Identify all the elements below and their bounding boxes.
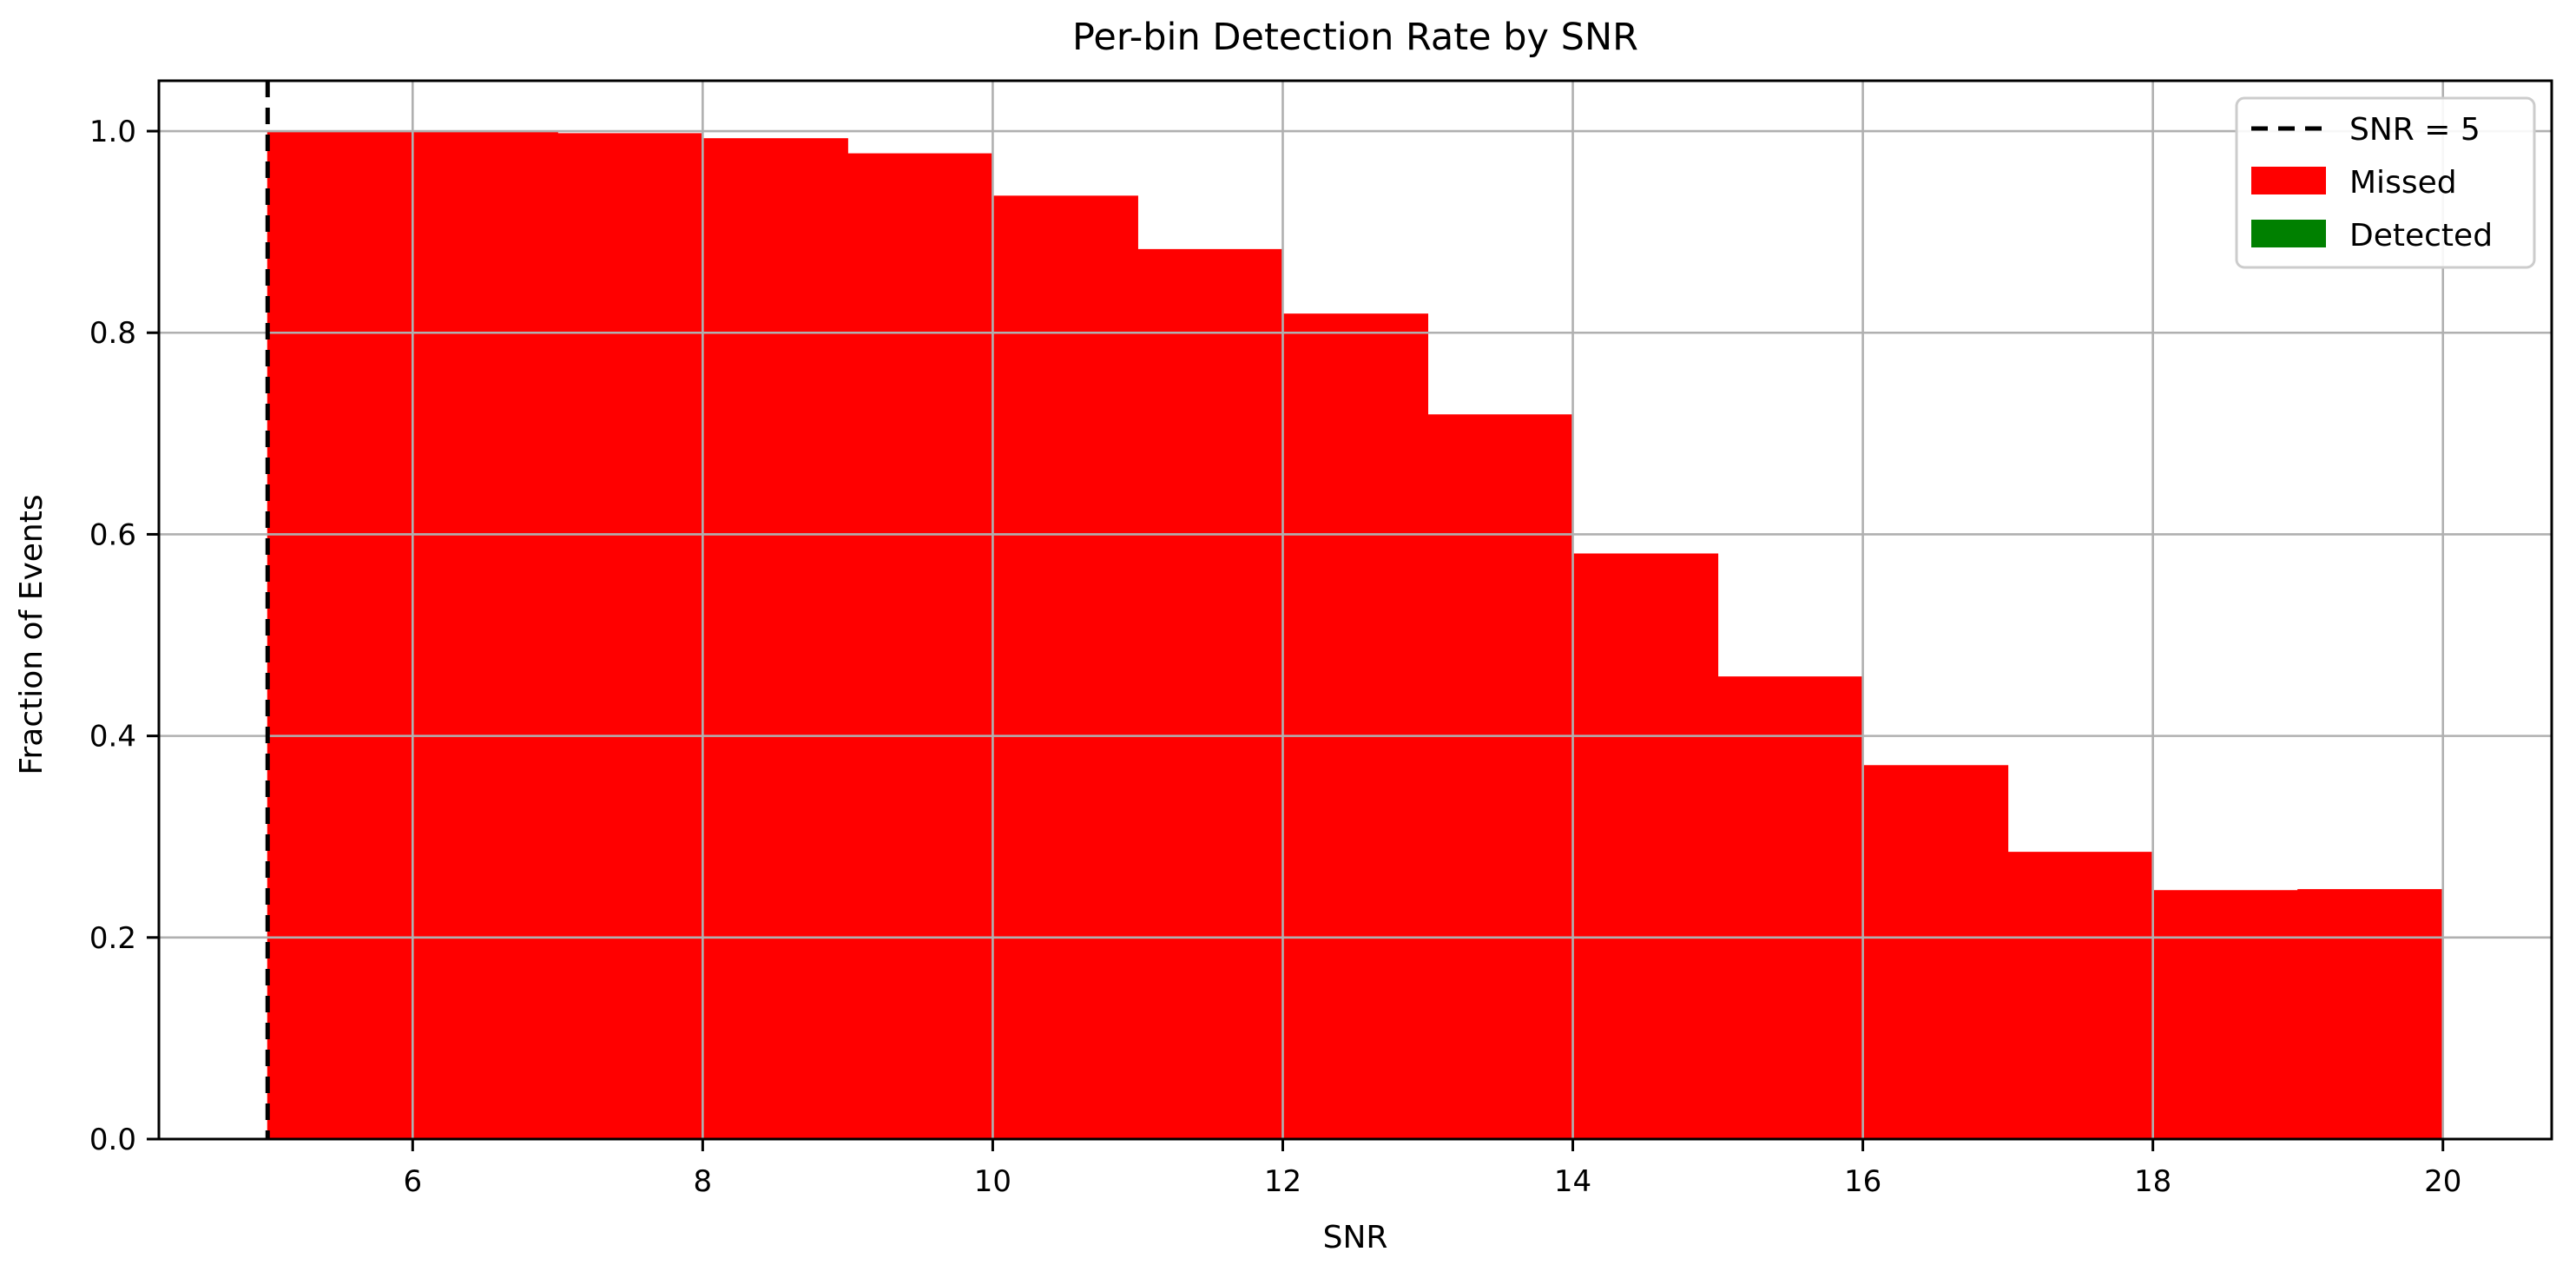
tick-labels: 6 8 10 12 14 16 18 20 0.0 0.2 0.4 0.6 0.8 1.0: [89, 115, 2461, 1199]
legend-threshold-label: SNR = 5: [2349, 112, 2480, 148]
missed-bar: [1427, 414, 1574, 1139]
x-tick-label: 20: [2424, 1164, 2461, 1199]
y-tick-label: 0.4: [89, 720, 136, 754]
y-tick-label: 1.0: [89, 115, 136, 149]
x-tick-label: 12: [1264, 1164, 1301, 1199]
y-tick-label: 0.2: [89, 921, 136, 956]
missed-bar: [1136, 248, 1283, 1140]
missed-bar: [847, 153, 993, 1139]
x-tick-label: 16: [1844, 1164, 1881, 1199]
y-tick-label: 0.8: [89, 316, 136, 351]
missed-bar: [1862, 765, 2009, 1139]
legend-missed-label: Missed: [2349, 165, 2457, 201]
missed-bars: [267, 131, 2444, 1140]
missed-bar: [992, 195, 1138, 1139]
plot-spines-and-ticks: [147, 79, 2553, 1151]
legend-detected-label: Detected: [2349, 218, 2493, 254]
missed-bar: [557, 133, 703, 1140]
missed-bar: [1717, 676, 1864, 1139]
x-tick-label: 10: [974, 1164, 1011, 1199]
x-tick-label: 14: [1554, 1164, 1591, 1199]
legend: SNR = 5 Missed Detected: [2235, 96, 2536, 269]
missed-bar: [2297, 889, 2444, 1139]
missed-bar: [267, 131, 413, 1140]
x-tick-label: 8: [694, 1164, 713, 1199]
missed-bar: [2152, 890, 2299, 1139]
y-tick-label: 0.6: [89, 517, 136, 552]
missed-bar: [1281, 313, 1429, 1139]
x-tick-label: 6: [403, 1164, 422, 1199]
missed-bar: [2007, 852, 2154, 1139]
plot-border: [157, 79, 2553, 1141]
legend-detected-swatch: [2251, 220, 2326, 247]
y-axis-label: Fraction of Events: [14, 494, 49, 774]
gridlines: [159, 81, 2552, 1141]
missed-bar: [412, 131, 558, 1140]
missed-bar: [1572, 553, 1719, 1139]
legend-missed-swatch: [2251, 167, 2326, 194]
x-tick-label: 18: [2134, 1164, 2171, 1199]
y-tick-label: 0.0: [89, 1123, 136, 1157]
chart-title: Per-bin Detection Rate by SNR: [1072, 16, 1638, 59]
missed-bar: [702, 138, 848, 1139]
x-axis-label: SNR: [1323, 1220, 1388, 1255]
